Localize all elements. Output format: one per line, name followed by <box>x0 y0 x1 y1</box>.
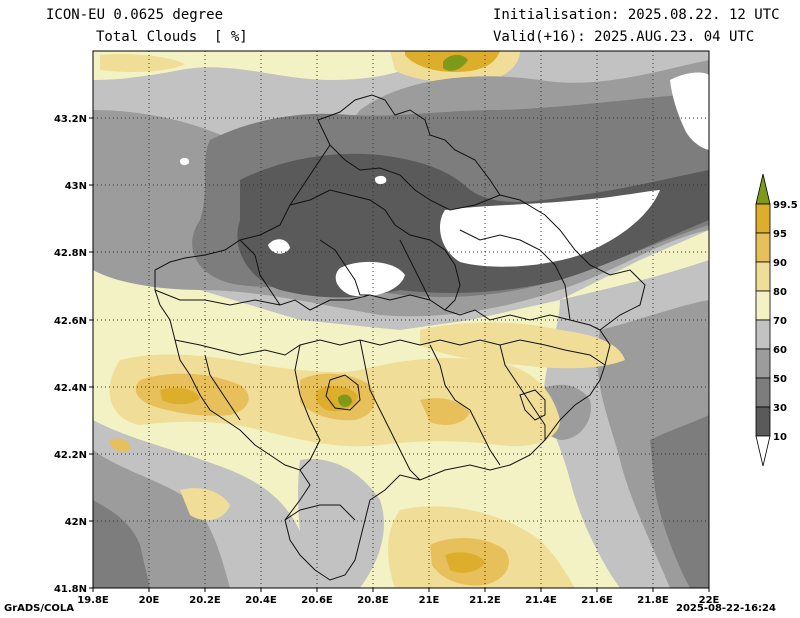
colorbar-label: 99.5 <box>773 200 798 211</box>
x-tick-label: 19.8E <box>77 595 109 606</box>
boundary-c1 <box>319 239 370 296</box>
field-north-yellow <box>93 51 430 80</box>
colorbar-labels: 99.5 95 90 80 70 60 50 30 10 <box>773 200 798 443</box>
colorbar-label: 30 <box>773 403 787 414</box>
variable-title: Total Clouds [ %] <box>96 29 248 45</box>
colorbar-swatch <box>755 232 771 263</box>
colorbar-bottom-arrow <box>755 435 771 467</box>
boundary-sw1 <box>294 344 321 471</box>
colorbar-swatch <box>755 290 771 321</box>
colorbar-label: 60 <box>773 345 787 356</box>
colorbar-label: 90 <box>773 258 787 269</box>
colorbar-label: 80 <box>773 287 787 298</box>
field-clear-east <box>440 190 660 267</box>
valid-time: Valid(+16): 2025.AUG.23. 04 UTC <box>493 29 755 45</box>
field-south-deeporange <box>445 552 485 573</box>
field-clear-west <box>268 239 290 254</box>
field-w-deeporange <box>160 387 200 405</box>
boundary-w2 <box>204 354 241 421</box>
field-clear-center <box>335 261 405 297</box>
y-tick-label: 41.8N <box>54 584 87 595</box>
boundary-s4 <box>284 504 356 521</box>
boundary-c2 <box>399 239 431 301</box>
boundary-s3 <box>499 344 546 440</box>
x-tick-label: 20E <box>139 595 160 606</box>
field-center-green <box>338 394 352 407</box>
y-tick-label: 42.4N <box>54 383 87 394</box>
field-clear-dot-w <box>179 157 190 166</box>
colorbar-swatch <box>755 377 771 408</box>
field-c-orange-small <box>420 398 470 425</box>
outer-border <box>154 94 646 581</box>
x-axis-labels: 19.8E 20E 20.2E 20.4E 20.6E 20.8E 21E 21… <box>77 595 719 606</box>
model-title: ICON-EU 0.0625 degree <box>46 7 224 23</box>
field-nw-tan <box>100 54 185 72</box>
x-tick-label: 22E <box>699 595 720 606</box>
colorbar <box>755 173 771 467</box>
colorbar-label: 10 <box>773 432 787 443</box>
field-sw-darkgray <box>93 500 150 588</box>
colorbar-swatch <box>755 406 771 437</box>
x-tick-label: 21.4E <box>525 595 557 606</box>
colorbar-swatch <box>755 319 771 350</box>
colorbar-swatch <box>755 348 771 379</box>
boundary-city <box>325 374 361 411</box>
boundary-s2 <box>429 344 501 466</box>
boundary-enclave <box>519 389 546 421</box>
boundary-w1 <box>239 239 281 306</box>
boundary-south <box>174 339 606 366</box>
field-clear-dot <box>374 175 387 185</box>
colorbar-swatch <box>755 261 771 292</box>
boundary-e1 <box>459 229 571 321</box>
x-tick-label: 21.2E <box>469 595 501 606</box>
boundary-s1 <box>359 339 421 481</box>
field-s-gray <box>298 459 384 588</box>
field-se-darkgray <box>650 415 709 588</box>
colorbar-label: 70 <box>773 316 787 327</box>
colorbar-top-arrow <box>755 173 771 205</box>
field-clear-ne <box>670 72 709 150</box>
y-axis-labels: 43.2N 43N 42.8N 42.6N 42.4N 42.2N 42N 41… <box>54 114 87 595</box>
field-s-tan-small <box>180 488 230 521</box>
field-sw-orange <box>110 438 131 452</box>
colorbar-swatch <box>755 203 771 234</box>
y-tick-label: 42.2N <box>54 450 87 461</box>
x-tick-label: 20.6E <box>301 595 333 606</box>
field-n-green <box>443 54 468 71</box>
y-tick-label: 42N <box>65 517 87 528</box>
y-tick-label: 42.6N <box>54 316 87 327</box>
x-tick-label: 20.8E <box>357 595 389 606</box>
boundary-n1 <box>289 189 461 311</box>
cloud-cover-field <box>93 51 709 588</box>
tick-marks <box>89 117 710 592</box>
y-tick-label: 43.2N <box>54 114 87 125</box>
field-ne-tan <box>420 322 625 369</box>
colorbar-label: 95 <box>773 229 787 240</box>
x-tick-label: 21.6E <box>581 595 613 606</box>
admin-boundaries <box>154 94 646 581</box>
grid <box>93 51 709 588</box>
init-time: Initialisation: 2025.08.22. 12 UTC <box>493 7 780 23</box>
footer-timestamp: 2025-08-22-16:24 <box>676 603 776 614</box>
x-tick-label: 20.2E <box>189 595 221 606</box>
y-tick-label: 42.8N <box>54 248 87 259</box>
y-tick-label: 43N <box>65 181 87 192</box>
colorbar-label: 50 <box>773 374 787 385</box>
boundary-mid <box>154 289 601 331</box>
x-tick-label: 21E <box>419 595 440 606</box>
boundary-n2 <box>329 144 501 211</box>
x-tick-label: 20.4E <box>245 595 277 606</box>
footer-credit: GrADS/COLA <box>4 603 74 614</box>
x-tick-label: 21.8E <box>637 595 669 606</box>
